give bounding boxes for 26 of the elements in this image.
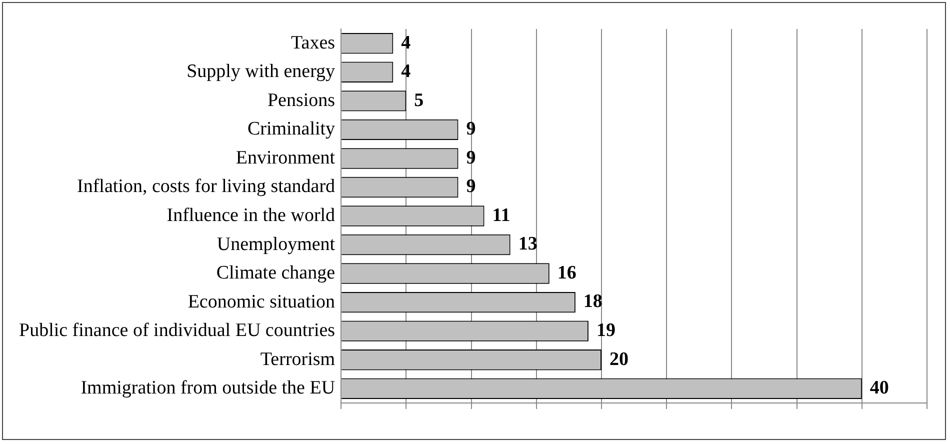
data-label: 13: [518, 234, 538, 255]
data-label: 19: [596, 320, 616, 341]
y-tick-label: Supply with energy: [186, 61, 336, 82]
data-label: 9: [466, 176, 476, 198]
y-tick-label: Inflation, costs for living standard: [77, 176, 336, 198]
data-label: 9: [466, 147, 476, 168]
y-tick-label: Economic situation: [188, 291, 336, 312]
y-tick-label: Criminality: [247, 118, 336, 140]
y-tick-label: Climate change: [216, 262, 336, 284]
y-tick-label: Pensions: [267, 90, 336, 111]
data-label: 9: [466, 118, 476, 140]
data-label: 4: [401, 32, 412, 54]
data-label: 5: [414, 90, 424, 111]
data-label: 4: [401, 61, 412, 82]
y-tick-label: Taxes: [291, 32, 336, 54]
y-tick-label: Environment: [236, 147, 336, 168]
y-tick-label: Immigration from outside the EU: [80, 378, 336, 399]
y-tick-label: Terrorism: [260, 348, 336, 370]
y-tick-label: Public finance of individual EU countries: [19, 320, 336, 342]
y-tick-label: Influence in the world: [166, 204, 336, 226]
y-tick-label: Unemployment: [216, 234, 336, 255]
data-label: 18: [583, 291, 602, 312]
data-label: 16: [557, 262, 576, 284]
data-label: 11: [492, 204, 510, 226]
data-label: 20: [609, 348, 628, 370]
data-label: 40: [870, 378, 889, 399]
